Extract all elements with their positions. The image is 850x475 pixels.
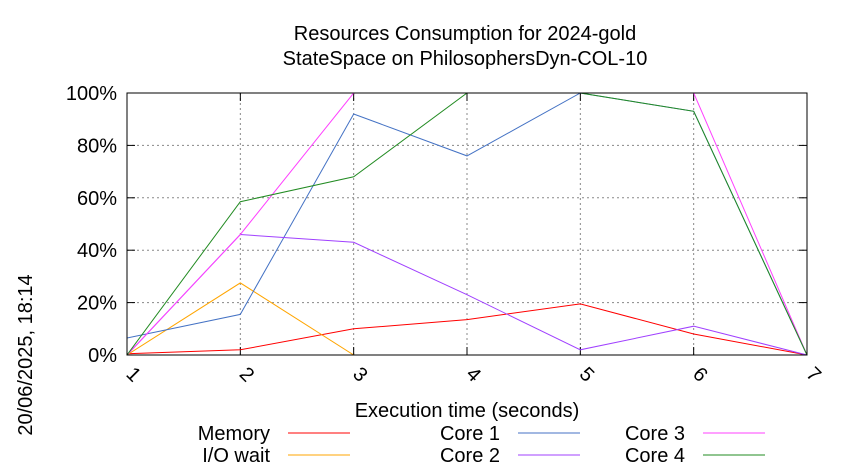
- legend-item: Core 3: [625, 423, 765, 445]
- x-tick-label: 3: [348, 363, 371, 386]
- legend-label: Core 4: [625, 445, 685, 467]
- legend-label: Core 2: [440, 445, 500, 467]
- y-axis: 0% 20% 40% 60% 80% 100%: [66, 83, 807, 367]
- legend-item: Core 1: [440, 423, 580, 445]
- x-axis-label: Execution time (seconds): [355, 400, 580, 422]
- grid: [127, 93, 807, 355]
- y-tick-label: 0%: [88, 345, 117, 367]
- legend-item: Core 4: [625, 445, 765, 467]
- legend-label: Core 3: [625, 423, 685, 445]
- x-axis: 1 2 3 4 5 6 7: [122, 93, 825, 386]
- series-line-core-2: [126, 233, 808, 356]
- x-tick-label: 2: [235, 363, 258, 386]
- legend-label: Memory: [198, 423, 270, 445]
- legend-label: I/O wait: [202, 445, 270, 467]
- x-tick-label: 5: [575, 363, 598, 386]
- plot-frame: [126, 92, 808, 356]
- chart-subtitle: StateSpace on PhilosophersDyn-COL-10: [283, 48, 648, 70]
- legend-item: Memory: [198, 423, 350, 445]
- series-line-memory: [126, 303, 808, 356]
- x-tick-label: 1: [122, 363, 145, 386]
- legend-item: I/O wait: [202, 445, 350, 467]
- chart-title: Resources Consumption for 2024-gold: [294, 23, 636, 45]
- x-tick-label: 6: [688, 363, 711, 386]
- x-tick-label: 7: [802, 363, 825, 386]
- legend-label: Core 1: [440, 423, 500, 445]
- y-tick-label: 80%: [77, 135, 117, 157]
- y-tick-label: 40%: [77, 240, 117, 262]
- y-tick-label: 100%: [66, 83, 117, 105]
- y-tick-label: 20%: [77, 293, 117, 315]
- side-timestamp: 20/06/2025, 18:14: [15, 274, 37, 435]
- legend-item: Core 2: [440, 445, 580, 467]
- x-tick-label: 4: [462, 363, 485, 386]
- y-tick-label: 60%: [77, 188, 117, 210]
